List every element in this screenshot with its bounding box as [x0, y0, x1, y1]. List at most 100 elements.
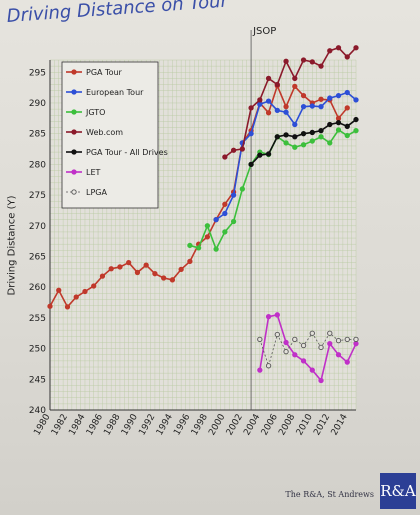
y-tick-label: 240 [29, 406, 46, 416]
data-point [344, 132, 350, 139]
data-point [274, 81, 280, 88]
data-point [353, 97, 359, 103]
data-point [82, 288, 88, 295]
data-point [213, 216, 219, 223]
data-point [327, 48, 333, 54]
data-point [248, 161, 254, 168]
data-point [344, 105, 350, 111]
data-point [335, 115, 342, 121]
data-point [265, 151, 272, 157]
legend-label: Web.com [86, 128, 123, 137]
data-point [335, 92, 342, 99]
data-point [274, 312, 280, 318]
legend-marker [71, 69, 77, 75]
data-point [134, 269, 141, 276]
data-point [300, 142, 307, 148]
legend-label: JGTO [85, 108, 105, 117]
series-line [224, 46, 357, 158]
data-point [283, 104, 289, 110]
data-point [257, 367, 263, 373]
data-point [300, 131, 307, 137]
data-point [99, 273, 106, 279]
data-point [213, 246, 219, 252]
data-point [283, 349, 289, 355]
x-tick-label: 1992 [137, 413, 157, 438]
legend-label: PGA Tour - All Drives [86, 148, 168, 157]
x-tick-label: 2010 [295, 412, 315, 437]
data-point [318, 134, 324, 140]
data-point [353, 116, 359, 123]
legend-label: LPGA [86, 188, 107, 197]
legend-marker [71, 189, 77, 195]
y-tick-label: 250 [29, 345, 46, 355]
data-point [56, 287, 62, 293]
x-tick-label: 2014 [330, 412, 350, 437]
data-point [353, 336, 359, 343]
data-point [344, 336, 350, 343]
annotation-label: JSOP [252, 26, 276, 37]
data-point [152, 271, 158, 277]
data-point [257, 336, 263, 343]
y-tick-label: 275 [29, 191, 46, 201]
data-point [327, 95, 333, 101]
data-point [292, 352, 298, 358]
data-point [309, 103, 315, 109]
data-point [222, 210, 228, 217]
data-point [300, 57, 307, 63]
legend-label: PGA Tour [86, 68, 123, 77]
data-point [335, 119, 342, 126]
data-point [344, 89, 350, 96]
data-point [318, 96, 324, 102]
x-tick-label: 1994 [155, 412, 175, 437]
data-point [292, 75, 298, 82]
data-point [161, 275, 167, 281]
data-point [283, 58, 289, 64]
data-point [318, 63, 324, 69]
y-tick-label: 265 [29, 252, 46, 262]
data-point [108, 266, 114, 272]
data-point [292, 144, 298, 150]
x-tick-label: 2000 [207, 412, 227, 437]
data-point [344, 123, 350, 129]
data-point [335, 127, 342, 133]
data-point [64, 304, 71, 310]
series-lines [47, 45, 359, 384]
x-tick-label: 2008 [277, 412, 297, 437]
data-point [309, 129, 315, 136]
legend-marker [71, 129, 77, 135]
y-tick-label: 280 [29, 160, 46, 170]
data-point [327, 341, 333, 347]
x-tick-label: 1990 [120, 412, 140, 437]
y-tick-label: 270 [29, 222, 46, 232]
y-tick-label: 285 [29, 130, 46, 140]
legend-label: LET [86, 168, 101, 177]
data-point [117, 264, 123, 270]
data-point [353, 127, 359, 134]
data-point [309, 330, 315, 336]
data-point [239, 146, 245, 152]
data-point [300, 342, 307, 349]
x-tick-label: 1984 [67, 412, 87, 437]
data-point [292, 134, 298, 140]
x-tick-label: 1996 [172, 412, 192, 437]
y-tick-label: 255 [29, 314, 46, 324]
data-point [239, 186, 245, 192]
data-point [187, 258, 193, 265]
data-point [292, 336, 298, 343]
data-point [274, 331, 280, 338]
legend-label: European Tour [86, 88, 144, 97]
footer-text: The R&A, St Andrews [285, 490, 374, 499]
data-point [126, 259, 132, 266]
data-point [204, 234, 211, 240]
legend-marker [71, 149, 77, 155]
legend-box [61, 61, 159, 209]
series-line [259, 332, 356, 368]
data-point [353, 341, 359, 347]
data-point [222, 229, 228, 235]
logo-text: R&A [380, 482, 416, 500]
data-point [274, 107, 280, 114]
data-point [222, 201, 228, 207]
data-point [300, 92, 307, 99]
logo: R&A [380, 473, 416, 509]
